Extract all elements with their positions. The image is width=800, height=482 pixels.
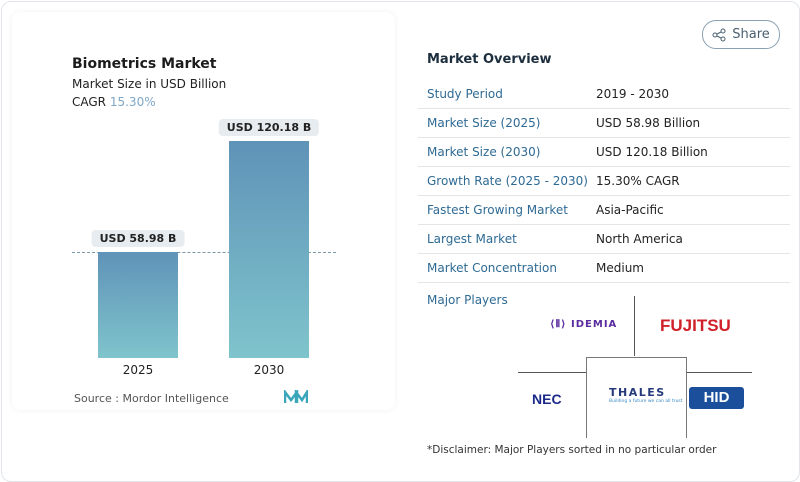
fujitsu-logo: FUJITSU	[660, 316, 731, 335]
x-tick-label: 2030	[253, 363, 285, 377]
x-tick-label: 2025	[122, 363, 154, 377]
overview-row: Study Period 2019 - 2030	[418, 80, 790, 109]
divider	[518, 372, 586, 373]
bar-2025	[98, 251, 178, 358]
row-value: USD 58.98 Billion	[596, 116, 701, 130]
divider	[686, 372, 752, 373]
overview-title: Market Overview	[427, 52, 552, 67]
cagr: CAGR 15.30%	[72, 95, 156, 109]
players-center-box	[586, 357, 687, 438]
row-key: Study Period	[427, 87, 503, 101]
data-label: USD 58.98 B	[91, 229, 185, 247]
cagr-label: CAGR	[72, 95, 107, 109]
row-value: 15.30% CAGR	[596, 174, 680, 188]
share-button[interactable]: Share	[702, 20, 780, 49]
thales-logo: THALES Building a future we can all trust	[609, 386, 683, 404]
source: Source : Mordor Intelligence	[74, 392, 229, 405]
row-key: Largest Market	[427, 232, 517, 246]
row-value: Asia-Pacific	[596, 203, 664, 217]
reference-line	[72, 252, 336, 253]
chart-subtitle: Market Size in USD Billion	[72, 77, 227, 91]
cagr-value: 15.30%	[109, 95, 156, 109]
row-value: North America	[596, 232, 683, 246]
chart-panel	[12, 12, 395, 410]
overview-row: Market Concentration Medium	[418, 254, 790, 283]
share-label: Share	[732, 27, 770, 42]
divider	[634, 296, 635, 356]
mordor-logo-icon	[284, 390, 308, 403]
overview-row: Market Size (2025) USD 58.98 Billion	[418, 109, 790, 138]
overview-row: Market Size (2030) USD 120.18 Billion	[418, 138, 790, 167]
row-key: Fastest Growing Market	[427, 203, 569, 217]
major-players-label: Major Players	[427, 293, 508, 307]
row-key: Market Size (2025)	[427, 116, 541, 130]
disclaimer: *Disclaimer: Major Players sorted in no …	[427, 444, 717, 456]
row-value: Medium	[596, 261, 644, 275]
hid-logo: HID	[689, 387, 744, 409]
share-icon	[712, 28, 726, 41]
data-label: USD 120.18 B	[218, 119, 320, 136]
row-value: USD 120.18 Billion	[596, 145, 708, 159]
idemia-logo: ⟨⦀⟩ IDEMIA	[550, 319, 618, 330]
row-key: Growth Rate (2025 - 2030)	[427, 174, 588, 188]
bar-2030	[229, 141, 309, 358]
nec-logo: NEC	[532, 391, 562, 407]
row-key: Market Size (2030)	[427, 145, 541, 159]
overview-row: Fastest Growing Market Asia-Pacific	[418, 196, 790, 225]
chart-title: Biometrics Market	[72, 56, 217, 72]
overview-row: Largest Market North America	[418, 225, 790, 254]
row-key: Market Concentration	[427, 261, 557, 275]
overview-row: Growth Rate (2025 - 2030) 15.30% CAGR	[418, 167, 790, 196]
row-value: 2019 - 2030	[596, 87, 670, 101]
